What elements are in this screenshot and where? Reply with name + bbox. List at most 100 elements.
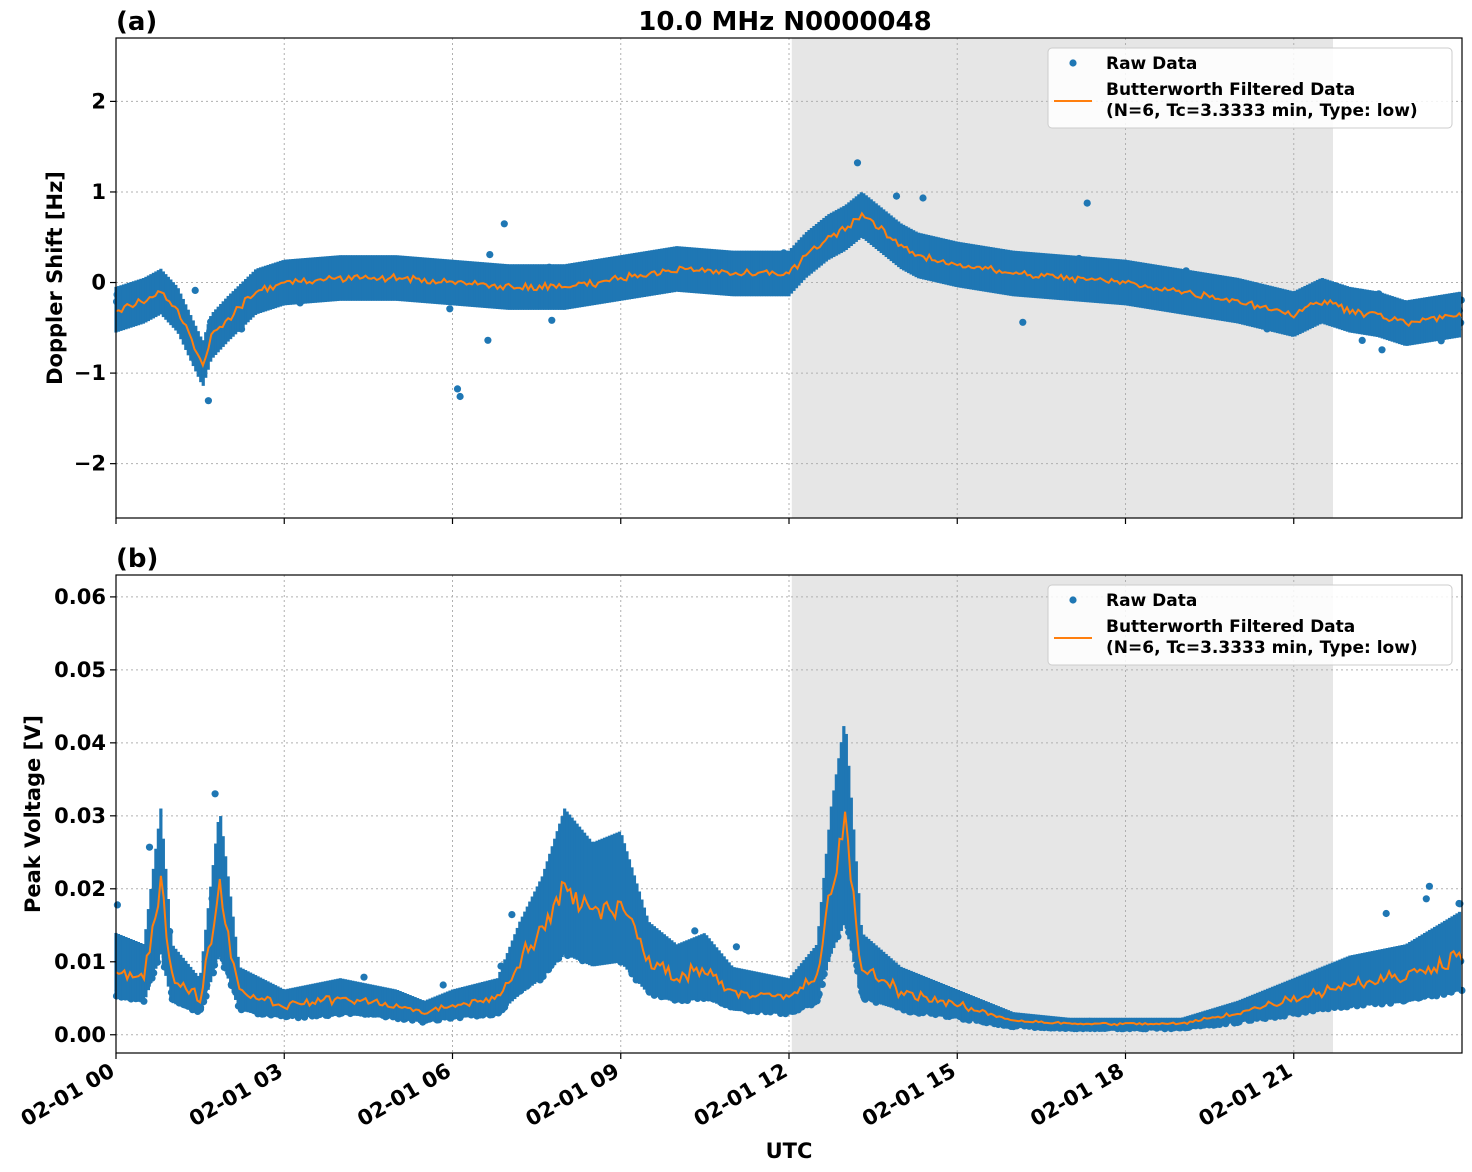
y-tick-label: 0.00 <box>54 1023 106 1047</box>
raw-data-band <box>1116 1017 1120 1029</box>
raw-data-band <box>460 986 465 1018</box>
raw-data-band <box>578 826 582 961</box>
raw-data-band <box>722 249 726 296</box>
raw-data-point <box>1019 318 1027 326</box>
raw-data-band <box>378 986 382 1018</box>
raw-data-band <box>1343 285 1347 331</box>
figure-title: 10.0 MHz N0000048 <box>638 7 931 37</box>
raw-data-band <box>1046 253 1050 300</box>
raw-data-band <box>961 992 966 1020</box>
raw-data-band <box>1049 253 1053 300</box>
y-tick-label: 0.05 <box>54 658 106 682</box>
raw-data-band <box>513 264 517 310</box>
raw-data-band <box>1415 937 1419 1001</box>
raw-data-band <box>752 971 756 1013</box>
raw-data-band <box>139 943 143 1003</box>
raw-data-band <box>936 981 941 1017</box>
raw-data-band <box>680 246 684 293</box>
raw-data-band <box>984 246 988 292</box>
raw-data-band <box>799 963 804 1010</box>
raw-data-band <box>1111 1017 1115 1029</box>
raw-data-band <box>423 1000 427 1023</box>
raw-data-band <box>769 974 774 1014</box>
filtered-data-line <box>115 811 1463 1027</box>
raw-data-band <box>1318 967 1322 1011</box>
raw-data-band <box>246 276 250 323</box>
raw-data-band <box>383 255 387 301</box>
raw-data-band <box>166 899 170 987</box>
raw-data-band <box>690 938 694 1001</box>
raw-data-band <box>558 823 562 960</box>
raw-data-band <box>236 286 240 332</box>
raw-data-band <box>849 797 853 951</box>
raw-data-band <box>273 985 278 1018</box>
raw-data-band <box>520 264 524 310</box>
raw-data-band <box>859 924 863 996</box>
raw-data-band <box>754 971 759 1013</box>
raw-data-band <box>867 197 871 243</box>
raw-data-band <box>961 242 966 289</box>
raw-data-point <box>211 790 219 798</box>
raw-data-band <box>1330 962 1334 1010</box>
raw-data-band <box>1340 958 1344 1008</box>
raw-data-band <box>847 202 851 248</box>
raw-data-band <box>914 231 918 278</box>
raw-data-point <box>204 397 212 405</box>
raw-data-band <box>735 967 739 1011</box>
raw-data-band <box>625 851 629 970</box>
legend-filtered-label: Butterworth Filtered Data <box>1106 80 1355 100</box>
raw-data-band <box>301 985 305 1018</box>
raw-data-band <box>944 984 948 1018</box>
panel-label: (a) <box>116 7 157 37</box>
raw-data-band <box>119 285 123 331</box>
raw-data-point <box>456 392 464 401</box>
raw-data-band <box>338 978 342 1015</box>
raw-data-band <box>1001 1008 1005 1026</box>
raw-data-band <box>874 945 878 1004</box>
raw-data-band <box>914 972 918 1013</box>
raw-data-band <box>306 257 310 304</box>
raw-data-band <box>677 943 681 1003</box>
raw-data-band <box>1348 955 1352 1007</box>
raw-data-band <box>902 967 906 1012</box>
raw-data-band <box>1260 990 1265 1020</box>
raw-data-band <box>1403 944 1407 1003</box>
raw-data-band <box>1360 953 1364 1006</box>
raw-data-band <box>266 264 270 311</box>
legend-raw-label: Raw Data <box>1106 54 1197 74</box>
raw-data-band <box>737 968 741 1012</box>
raw-data-point <box>486 251 494 259</box>
raw-data-band <box>1186 1015 1190 1029</box>
raw-data-band <box>687 247 691 293</box>
legend-box <box>1047 584 1453 666</box>
raw-data-band <box>675 944 679 1003</box>
raw-data-band <box>1420 934 1424 1000</box>
raw-data-band <box>1171 267 1175 313</box>
raw-data-band <box>1258 991 1262 1020</box>
raw-data-band <box>528 901 532 988</box>
raw-data-band <box>1156 264 1160 311</box>
raw-data-band <box>510 940 514 1002</box>
raw-data-band <box>1004 1009 1008 1026</box>
raw-data-band <box>573 820 577 959</box>
raw-data-band <box>879 949 883 1005</box>
raw-data-band <box>1388 947 1392 1004</box>
raw-data-band <box>615 832 619 964</box>
raw-data-band <box>480 981 485 1017</box>
raw-data-point <box>853 159 862 167</box>
raw-data-band <box>1263 284 1267 331</box>
raw-data-band <box>934 236 938 283</box>
raw-data-band <box>994 1005 998 1025</box>
raw-data-band <box>1074 255 1078 302</box>
raw-data-band <box>1198 1012 1202 1027</box>
raw-data-band <box>311 257 315 304</box>
raw-data-band <box>685 940 689 1002</box>
raw-data-band <box>1440 922 1444 995</box>
raw-data-band <box>597 839 602 966</box>
raw-data-band <box>1293 290 1297 337</box>
raw-data-band <box>214 309 218 355</box>
raw-data-band <box>1278 983 1282 1017</box>
legend: Raw Data Butterworth Filtered Data(N=6, T… <box>1047 47 1453 129</box>
raw-data-band <box>1228 1003 1232 1024</box>
raw-data-point <box>360 973 368 981</box>
